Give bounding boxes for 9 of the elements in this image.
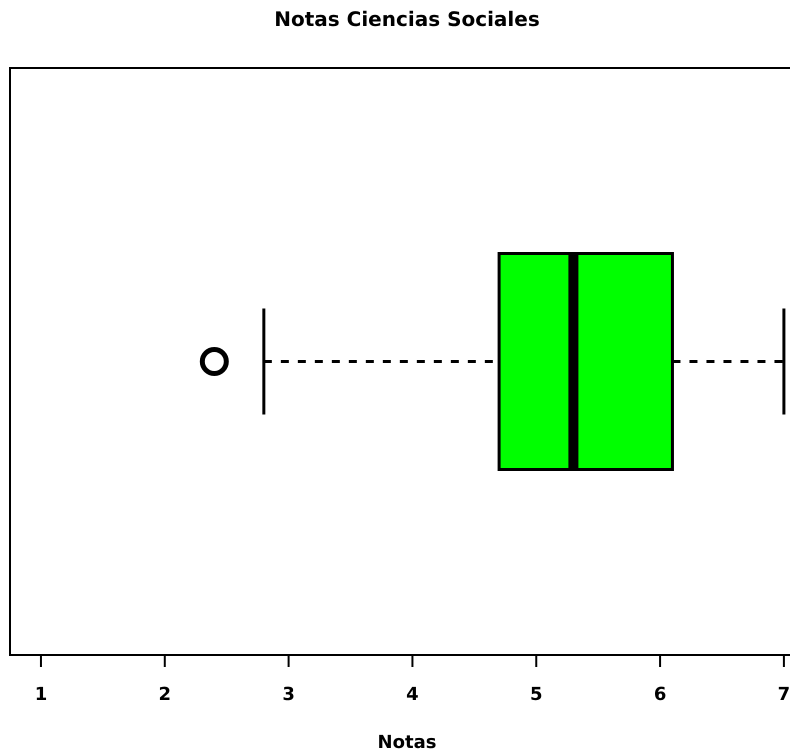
x-tick-label: 1 (34, 684, 48, 705)
x-axis-title: Notas (378, 732, 436, 752)
x-tick-label: 4 (406, 684, 419, 705)
x-tick-label: 2 (158, 684, 172, 705)
chart-title: Notas Ciencias Sociales (274, 7, 540, 31)
x-tick-label: 7 (778, 684, 790, 705)
x-tick-label: 5 (530, 684, 543, 705)
x-tick-label: 6 (654, 684, 666, 705)
x-tick-label: 3 (282, 684, 295, 705)
